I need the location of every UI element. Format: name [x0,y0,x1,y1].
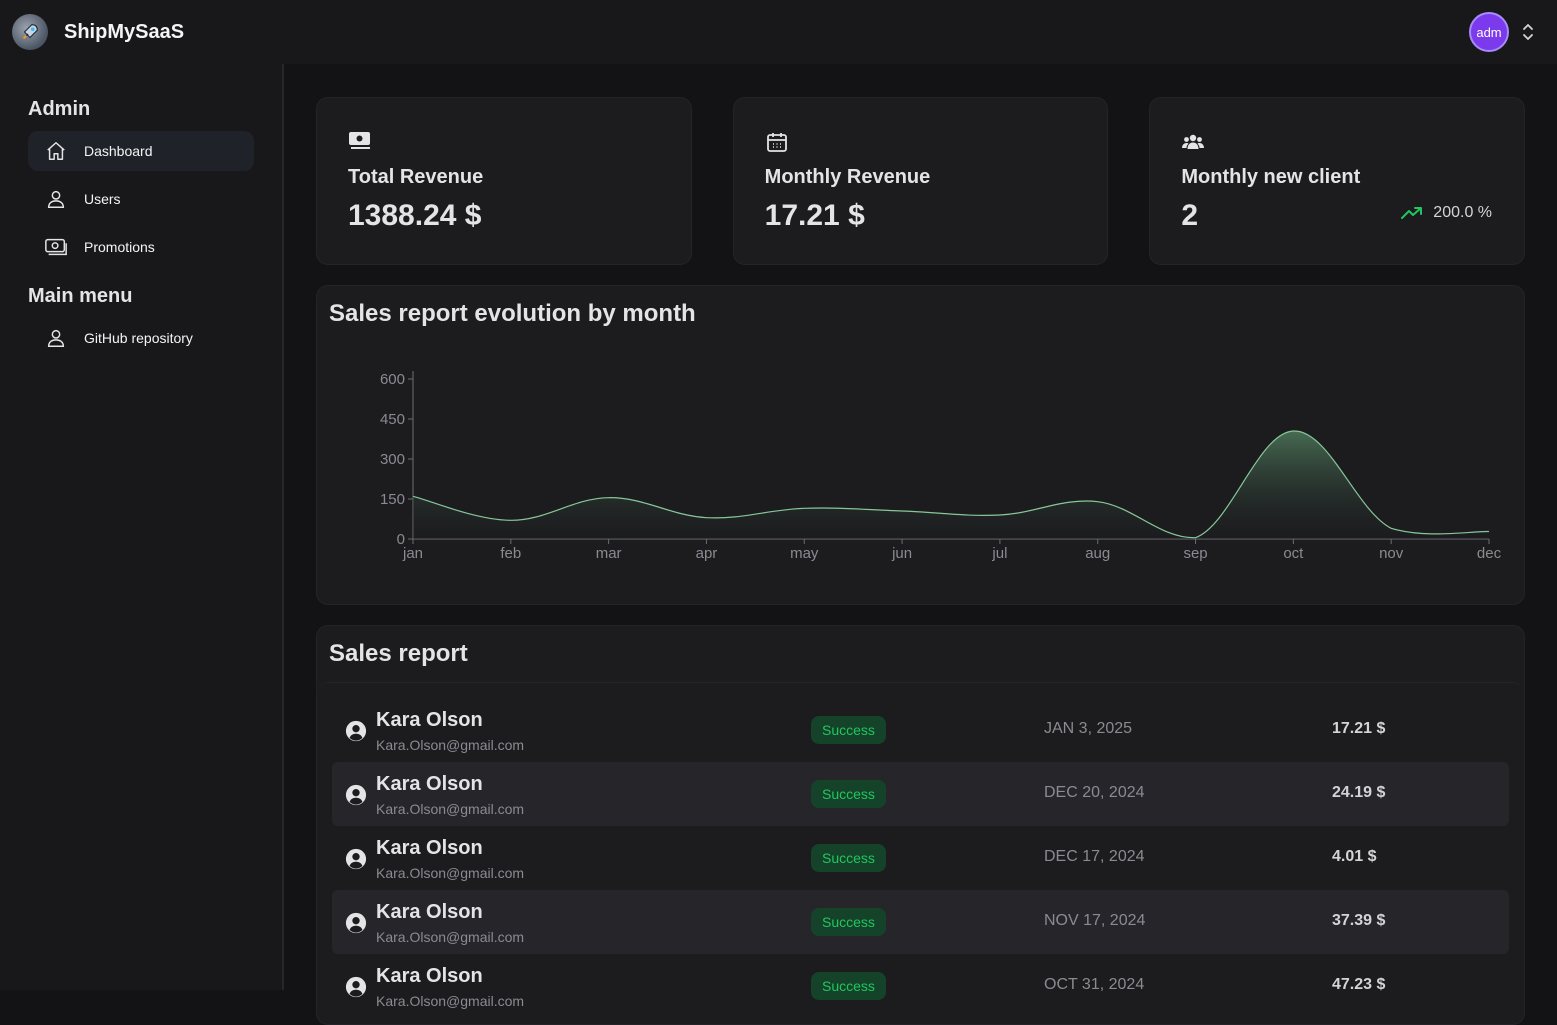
x-tick-label: sep [1183,545,1207,562]
brand-name[interactable]: ShipMySaaS [64,21,184,44]
sidebar-item-github[interactable]: GitHub repository [28,318,254,358]
sidebar-item-label: Users [84,191,121,207]
stat-cards: Total Revenue 1388.24 $ Monthly Revenue … [316,97,1525,265]
x-tick-label: nov [1379,545,1404,562]
user-icon [44,187,68,211]
trend-value: 200.0 % [1433,204,1492,222]
sale-amount: 47.23 $ [1332,976,1385,994]
customer-name: Kara Olson [376,901,483,924]
card-value: 17.21 $ [765,199,1077,233]
trend-indicator: 200.0 % [1401,204,1492,222]
sidebar-section-main-menu: Main menu [28,285,254,308]
x-tick-label: dec [1477,545,1502,562]
status-badge: Success [811,972,886,1000]
sales-report-card: Sales report Kara Olson Kara.Olson@gmail.… [316,625,1525,1025]
trending-up-icon [1401,206,1423,220]
monthly-revenue-card: Monthly Revenue 17.21 $ [733,97,1109,265]
sale-date: OCT 31, 2024 [1044,976,1144,994]
x-tick-label: jul [991,545,1007,562]
x-tick-label: jun [891,545,912,562]
y-tick-label: 150 [380,491,405,508]
card-title: Total Revenue [348,166,660,189]
top-bar: ShipMySaaS adm [0,0,1557,64]
sidebar-item-users[interactable]: Users [28,179,254,219]
sidebar-item-label: GitHub repository [84,330,193,346]
money-icon [44,235,68,259]
x-tick-label: feb [500,545,521,562]
table-row[interactable]: Kara Olson Kara.Olson@gmail.com Success DEC… [332,826,1509,890]
user-circle-icon [345,784,367,806]
x-tick-label: may [790,545,819,562]
customer-name: Kara Olson [376,709,483,732]
new-clients-card: Monthly new client 2 200.0 % [1149,97,1525,265]
x-tick-label: mar [596,545,622,562]
customer-email: Kara.Olson@gmail.com [376,993,524,1009]
status-badge: Success [811,844,886,872]
card-title: Monthly new client [1181,166,1493,189]
y-tick-label: 300 [380,451,405,468]
sale-amount: 24.19 $ [1332,784,1385,802]
table-row[interactable]: Kara Olson Kara.Olson@gmail.com Success JAN… [332,698,1509,762]
status-badge: Success [811,780,886,808]
user-circle-icon [345,720,367,742]
customer-email: Kara.Olson@gmail.com [376,801,524,817]
sale-date: DEC 17, 2024 [1044,848,1145,866]
customer-name: Kara Olson [376,965,483,988]
x-tick-label: jan [402,545,423,562]
sales-report-list: Kara Olson Kara.Olson@gmail.com Success JAN… [317,682,1524,1018]
chevron-up-down-icon[interactable] [1519,20,1537,44]
avatar[interactable]: adm [1469,12,1509,52]
sale-amount: 37.39 $ [1332,912,1385,930]
table-row[interactable]: Kara Olson Kara.Olson@gmail.com Success OCT… [332,954,1509,1018]
total-revenue-card: Total Revenue 1388.24 $ [316,97,692,265]
card-title: Monthly Revenue [765,166,1077,189]
table-row[interactable]: Kara Olson Kara.Olson@gmail.com Success NOV… [332,890,1509,954]
sidebar-item-label: Dashboard [84,143,153,159]
sidebar-item-promotions[interactable]: Promotions [28,227,254,267]
customer-name: Kara Olson [376,837,483,860]
user-circle-icon [345,912,367,934]
sale-date: JAN 3, 2025 [1044,720,1132,738]
money-icon [348,130,372,154]
x-tick-label: aug [1085,545,1110,562]
main-content: Total Revenue 1388.24 $ Monthly Revenue … [316,64,1525,1025]
user-circle-icon [345,976,367,998]
sale-amount: 4.01 $ [1332,848,1376,866]
y-tick-label: 450 [380,411,405,428]
rocket-logo-icon[interactable] [12,14,48,50]
sidebar-section-admin: Admin [28,98,254,121]
sidebar-item-dashboard[interactable]: Dashboard [28,131,254,171]
sale-date: NOV 17, 2024 [1044,912,1145,930]
card-value: 1388.24 $ [348,199,660,233]
status-badge: Success [811,716,886,744]
user-circle-icon [345,848,367,870]
sale-amount: 17.21 $ [1332,720,1385,738]
y-tick-label: 600 [380,371,405,388]
calendar-icon [765,130,789,154]
sale-date: DEC 20, 2024 [1044,784,1145,802]
home-icon [44,139,68,163]
customer-email: Kara.Olson@gmail.com [376,737,524,753]
table-row[interactable]: Kara Olson Kara.Olson@gmail.com Success DEC… [332,762,1509,826]
sidebar-item-label: Promotions [84,239,155,255]
user-icon [44,326,68,350]
x-tick-label: oct [1283,545,1304,562]
customer-email: Kara.Olson@gmail.com [376,929,524,945]
series-area [413,431,1489,539]
x-tick-label: apr [696,545,718,562]
sidebar: Admin Dashboard Users Promotions Main me… [0,64,284,990]
customer-email: Kara.Olson@gmail.com [376,865,524,881]
status-badge: Success [811,908,886,936]
table-title: Sales report [329,640,1512,668]
users-icon [1181,130,1205,154]
customer-name: Kara Olson [376,773,483,796]
